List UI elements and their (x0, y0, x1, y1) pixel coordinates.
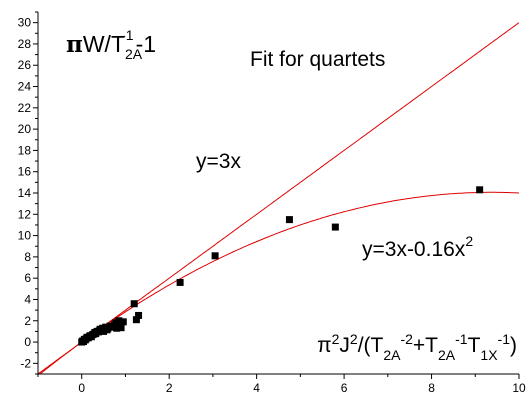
y-tick-label: 8 (24, 250, 31, 264)
y-tick-label: 16 (18, 165, 32, 179)
y-axis-label: πW/T2A-1-1 (66, 27, 156, 62)
y-tick-label: 14 (18, 186, 32, 200)
data-point (476, 186, 484, 194)
x-axis-label-part: 2 (350, 331, 358, 347)
y-tick-label: 22 (18, 101, 32, 115)
y-tick-label: 2 (24, 314, 31, 328)
data-point (117, 324, 125, 332)
y-tick-label: 30 (18, 16, 32, 30)
data-point (119, 318, 127, 326)
x-tick-label: 4 (253, 381, 260, 395)
x-axis-label-part: /(T (358, 334, 384, 357)
x-axis-label-part: π (317, 334, 332, 357)
x-axis-label-part: 2A (438, 347, 456, 363)
y-axis-label-tail: -1 (136, 31, 156, 57)
x-axis-label-part: T (468, 334, 481, 357)
data-point (135, 311, 143, 319)
y-tick-label: 4 (24, 292, 31, 306)
y-axis-label-sub: 2A (125, 46, 143, 62)
data-point (211, 252, 219, 260)
quadratic-fit-label-sup: 2 (465, 233, 473, 249)
data-point (285, 216, 293, 224)
y-tick-label: 18 (18, 143, 32, 157)
x-axis-label-part: -1 (455, 331, 468, 347)
y-axis-label-pi: π (66, 31, 83, 58)
y-tick-label: 10 (18, 229, 32, 243)
y-tick-label: 24 (18, 80, 32, 94)
data-point (331, 223, 339, 231)
y-tick-label: 26 (18, 58, 32, 72)
quadratic-fit-line (39, 191, 519, 374)
x-tick-label: 10 (512, 381, 526, 395)
data-point (176, 278, 184, 286)
chart-title: Fit for quartets (250, 48, 385, 71)
y-tick-label: 12 (18, 207, 32, 221)
y-axis-label-sup: -1 (121, 27, 134, 43)
x-tick-label: 0 (78, 381, 85, 395)
linear-fit-line (38, 22, 519, 374)
y-axis-label-main: W/T (83, 31, 125, 57)
data-point (115, 317, 123, 325)
x-axis-label-part: +T (413, 334, 438, 357)
y-tick-label: 20 (18, 122, 32, 136)
x-tick-label: 8 (428, 381, 435, 395)
y-tick-label: -2 (20, 356, 31, 370)
x-axis-label-part: ) (510, 334, 517, 357)
data-point (132, 316, 140, 324)
x-tick-label: 2 (166, 381, 173, 395)
x-axis-label: π2J2/(T2A-2+T2A-1T1X-1) (317, 331, 517, 363)
quadratic-fit-label-main: y=3x-0.16x (362, 238, 466, 261)
quadratic-fit-label: y=3x-0.16x2 (362, 233, 473, 261)
x-axis-label-part: -2 (400, 331, 413, 347)
x-axis-label-part: 2A (383, 347, 401, 363)
x-axis-label-part: 1X (480, 347, 498, 363)
y-tick-label: 0 (24, 335, 31, 349)
plot-area (38, 22, 519, 374)
data-point (130, 300, 138, 308)
x-tick-label: 6 (341, 381, 348, 395)
x-axis-label-part: J (339, 334, 350, 357)
y-tick-label: 28 (18, 37, 32, 51)
x-axis-label-part: 2 (332, 331, 340, 347)
y-tick-label: 6 (24, 271, 31, 285)
linear-fit-label: y=3x (196, 150, 241, 173)
x-axis-label-part: -1 (498, 331, 511, 347)
